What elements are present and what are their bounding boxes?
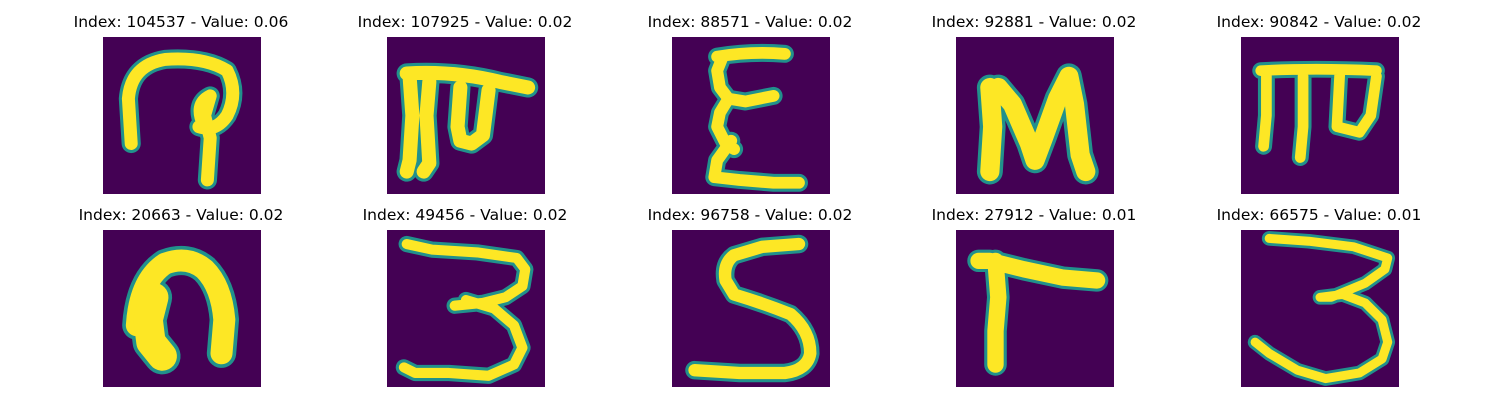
panel-title: Index: 20663 - Value: 0.02 [78,206,284,224]
handwritten-glyph-gamma [967,249,1109,376]
handwritten-glyph-arch [122,245,239,375]
handwritten-glyph-3 [1247,231,1396,386]
panel-title: Index: 107925 - Value: 0.02 [357,13,573,31]
handwritten-glyph-xi [705,43,808,192]
panel-title: Index: 104537 - Value: 0.06 [73,13,289,31]
digit-image [387,230,545,387]
digit-image [103,230,261,387]
panel-title: Index: 27912 - Value: 0.01 [931,206,1137,224]
panel-title: Index: 90842 - Value: 0.02 [1216,13,1422,31]
panel-title: Index: 66575 - Value: 0.01 [1216,206,1422,224]
handwritten-glyph-pi [396,62,539,182]
handwritten-glyph-3 [395,235,534,384]
panel-title: Index: 96758 - Value: 0.02 [647,206,853,224]
digit-image [956,230,1114,387]
handwritten-glyph-m [1252,60,1385,166]
handwritten-glyph-loop-hook [118,49,243,190]
digit-image [672,230,830,387]
handwritten-glyph-5 [685,234,820,383]
digit-image [956,37,1114,194]
panel-title: Index: 92881 - Value: 0.02 [931,13,1137,31]
handwritten-glyph-n [976,63,1099,185]
digit-image [672,37,830,194]
panel-title: Index: 49456 - Value: 0.02 [362,206,568,224]
digit-image [103,37,261,194]
digit-image [387,37,545,194]
panel-title: Index: 88571 - Value: 0.02 [647,13,853,31]
digit-image [1241,230,1399,387]
digit-image [1241,37,1399,194]
